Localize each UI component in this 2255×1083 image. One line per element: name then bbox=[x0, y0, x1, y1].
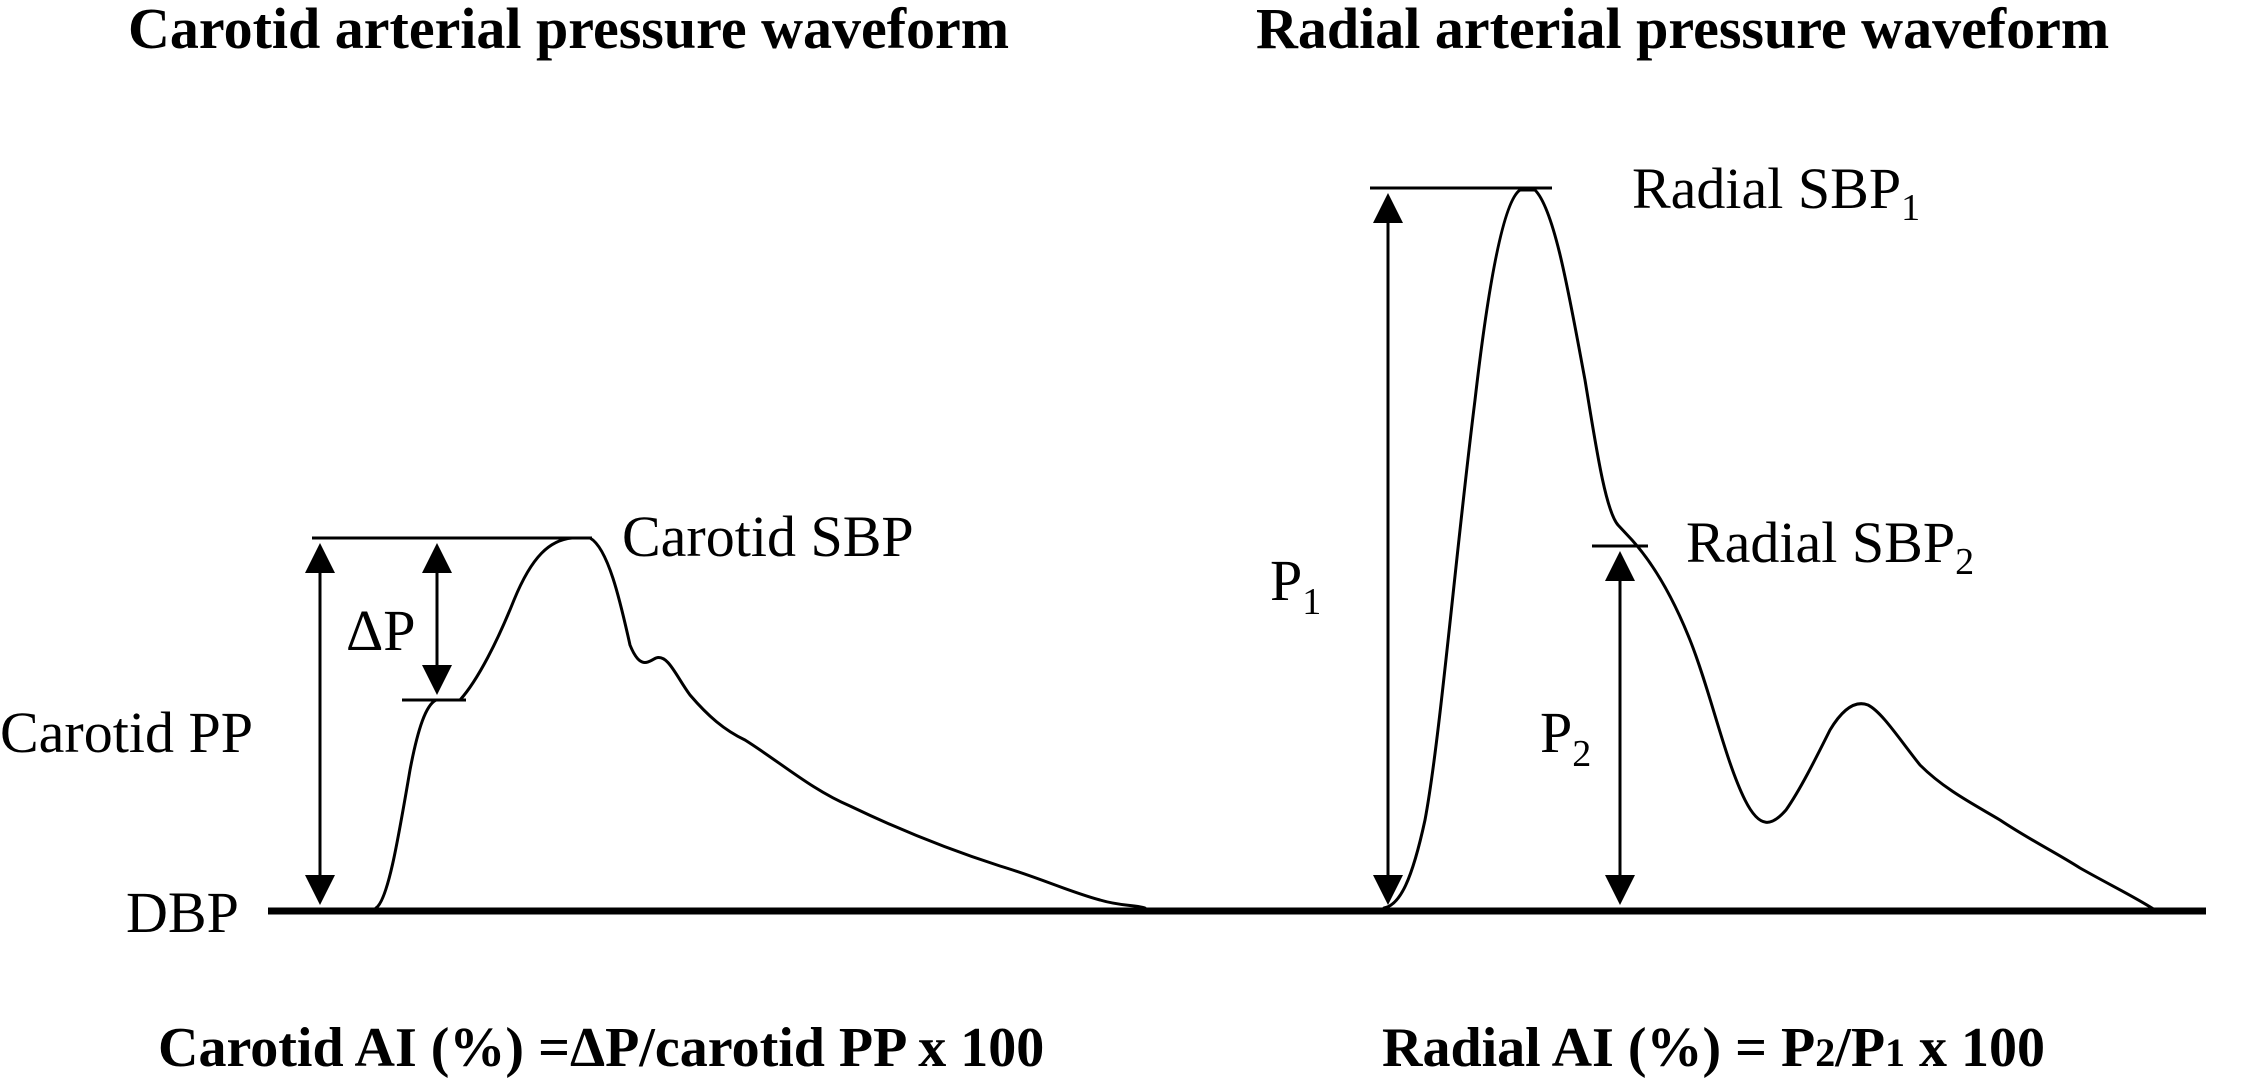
dbp-label: DBP bbox=[126, 880, 239, 945]
delta-p-label: ΔP bbox=[346, 598, 416, 663]
p2-label: P2 bbox=[1540, 700, 1591, 775]
p1-label: P1 bbox=[1270, 548, 1321, 623]
carotid-title: Carotid arterial pressure waveform bbox=[128, 0, 1009, 61]
radial-ai-formula: Radial AI (%) = P2/P1 x 100 bbox=[1382, 1017, 2045, 1079]
radial-sbp1-label: Radial SBP1 bbox=[1632, 156, 1920, 229]
radial-sbp2-label: Radial SBP2 bbox=[1686, 510, 1974, 583]
carotid-waveform bbox=[374, 536, 1147, 910]
radial-title: Radial arterial pressure waveform bbox=[1256, 0, 2109, 61]
carotid-sbp-label: Carotid SBP bbox=[622, 504, 914, 569]
carotid-ai-formula: Carotid AI (%) =ΔP/carotid PP x 100 bbox=[158, 1017, 1044, 1079]
carotid-pp-label: Carotid PP bbox=[0, 700, 253, 765]
radial-waveform bbox=[1382, 188, 2157, 912]
